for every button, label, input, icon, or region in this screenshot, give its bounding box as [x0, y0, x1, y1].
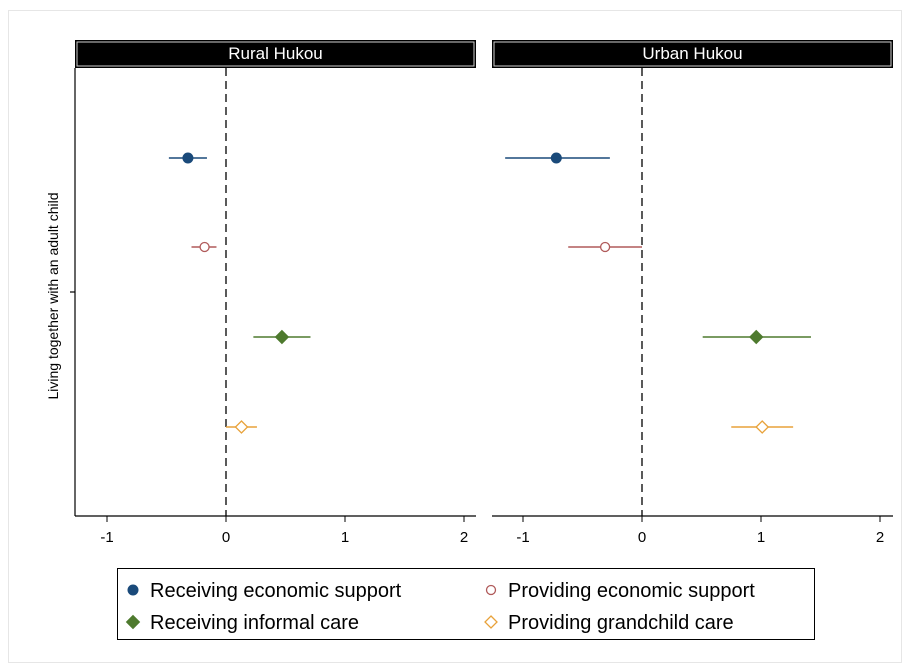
panel-header — [75, 40, 476, 68]
series-providing-grandchild-care — [226, 420, 257, 434]
point-estimate — [234, 420, 249, 434]
legend-item-providing-grandchild-care: Providing grandchild care — [484, 612, 734, 634]
legend-label: Receiving informal care — [150, 612, 359, 634]
point-estimate — [199, 241, 210, 253]
point-estimate — [274, 329, 290, 345]
x-tick-label: -1 — [100, 529, 113, 546]
point-estimate — [182, 152, 194, 164]
panel-header-inner-border — [76, 41, 475, 67]
panel-title: Rural Hukou — [228, 44, 323, 63]
point-estimate — [550, 152, 562, 164]
series-providing-grandchild-care — [731, 420, 794, 434]
legend-label: Receiving economic support — [150, 580, 402, 602]
legend-item-receiving-informal-care: Receiving informal care — [125, 612, 359, 634]
series-receiving-informal-care — [702, 329, 811, 345]
x-tick-label: 2 — [876, 529, 884, 546]
series-providing-economic-support — [568, 241, 642, 253]
panel-urban-hukou: Urban Hukou -1 0 1 2 — [492, 40, 893, 546]
legend-item-receiving-economic-support: Receiving economic support — [127, 580, 402, 602]
legend: Receiving economic support Providing econ… — [117, 568, 815, 640]
legend-label: Providing economic support — [508, 580, 755, 602]
x-tick-label: 0 — [222, 529, 230, 546]
legend-marker — [485, 584, 497, 596]
figure-border — [8, 10, 902, 663]
legend-item-providing-economic-support: Providing economic support — [485, 580, 755, 602]
x-tick-label: 1 — [757, 529, 765, 546]
panel-title: Urban Hukou — [642, 44, 742, 63]
x-tick-label: 0 — [638, 529, 646, 546]
series-receiving-informal-care — [253, 329, 311, 345]
series-providing-economic-support — [191, 241, 217, 253]
point-estimate — [599, 241, 611, 253]
panel-rural-hukou: Rural Hukou -1 0 1 2 — [70, 40, 476, 546]
series-receiving-economic-support — [168, 152, 207, 164]
panel-header — [492, 40, 893, 68]
series-receiving-economic-support — [505, 152, 610, 164]
legend-label: Providing grandchild care — [508, 612, 734, 634]
point-estimate — [749, 329, 764, 345]
x-tick-label: 2 — [460, 529, 468, 546]
point-estimate — [755, 420, 770, 434]
panel-header-inner-border — [493, 41, 892, 67]
legend-marker — [125, 614, 141, 630]
legend-box — [117, 568, 815, 640]
y-axis-label-group: Living together with an adult child — [45, 192, 61, 399]
y-axis-label: Living together with an adult child — [45, 192, 61, 399]
legend-marker — [127, 584, 139, 596]
x-tick-label: 1 — [341, 529, 349, 546]
x-tick-label: -1 — [516, 529, 529, 546]
legend-marker — [484, 615, 498, 629]
panels: Rural Hukou -1 0 1 2 Urban Hukou -1 0 1 2 — [70, 40, 893, 546]
